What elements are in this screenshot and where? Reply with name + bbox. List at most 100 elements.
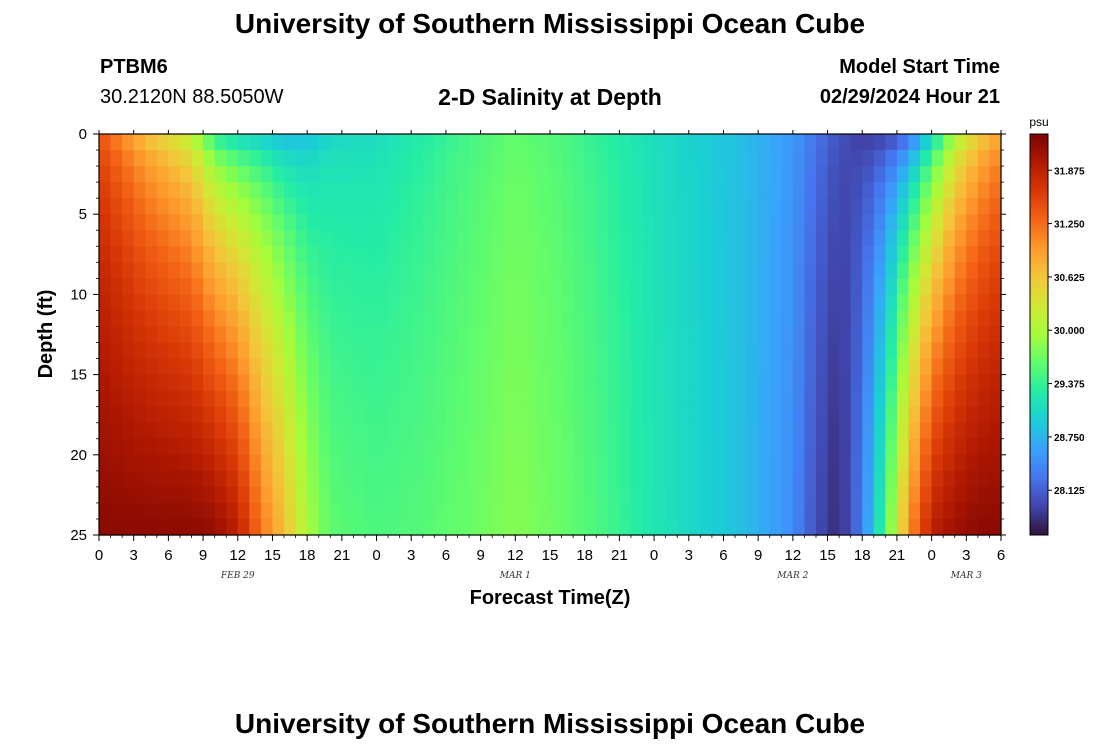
heatmap-cell	[885, 310, 898, 328]
heatmap-cell	[943, 470, 956, 488]
heatmap-cell	[607, 422, 620, 440]
heatmap-cell	[237, 470, 250, 488]
heatmap-cell	[318, 406, 331, 424]
heatmap-cell	[758, 166, 771, 183]
heatmap-cell	[122, 150, 135, 167]
heatmap-cell	[665, 470, 678, 488]
heatmap-cell	[688, 278, 701, 295]
heatmap-cell	[226, 294, 239, 312]
heatmap-cell	[353, 166, 366, 183]
heatmap-cell	[307, 150, 320, 167]
heatmap-cell	[792, 230, 806, 247]
heatmap-cell	[364, 486, 378, 504]
heatmap-cell	[769, 230, 782, 247]
heatmap-cell	[630, 518, 644, 536]
heatmap-cell	[469, 150, 482, 167]
heatmap-cell	[179, 278, 193, 295]
heatmap-cell	[341, 278, 355, 295]
heatmap-cell	[665, 134, 678, 151]
heatmap-cell	[122, 422, 135, 440]
heatmap-cell	[376, 326, 389, 344]
heatmap-cell	[492, 470, 505, 488]
heatmap-cell	[295, 374, 308, 392]
heatmap-cell	[272, 390, 285, 408]
heatmap-cell	[284, 454, 297, 472]
heatmap-cell	[260, 246, 274, 263]
heatmap-cell	[584, 342, 597, 360]
station-coordinates: 30.2120N 88.5050W	[100, 86, 284, 108]
x-date-label: FEB 29	[220, 571, 255, 581]
heatmap-cell	[735, 166, 748, 183]
heatmap-cell	[873, 374, 886, 392]
heatmap-cell	[203, 406, 216, 424]
heatmap-cell	[168, 310, 181, 328]
heatmap-cell	[630, 310, 644, 328]
heatmap-cell	[434, 310, 447, 328]
heatmap-cell	[746, 198, 759, 215]
heatmap-cell	[388, 518, 401, 536]
heatmap-cell	[804, 182, 817, 199]
heatmap-cell	[989, 486, 1002, 504]
heatmap-cell	[758, 518, 771, 536]
heatmap-cell	[411, 294, 424, 312]
heatmap-cell	[503, 198, 516, 215]
heatmap-cell	[226, 134, 239, 151]
heatmap-cell	[908, 390, 921, 408]
heatmap-cell	[191, 134, 204, 151]
heatmap-cell	[295, 182, 308, 199]
heatmap-cell	[584, 326, 597, 344]
heatmap-cell	[769, 246, 782, 263]
heatmap-cell	[330, 294, 343, 312]
heatmap-cell	[769, 150, 782, 167]
heatmap-cell	[422, 438, 435, 456]
heatmap-cell	[469, 358, 482, 376]
heatmap-cell	[445, 310, 459, 328]
heatmap-cell	[469, 502, 482, 520]
heatmap-cell	[977, 326, 991, 344]
heatmap-cell	[422, 294, 435, 312]
heatmap-cell	[422, 230, 435, 247]
heatmap-cell	[515, 342, 528, 360]
heatmap-cell	[596, 422, 609, 440]
model-start-label: Model Start Time	[839, 56, 1000, 78]
heatmap-cell	[700, 278, 713, 295]
heatmap-cell	[954, 390, 967, 408]
heatmap-cell	[538, 358, 551, 376]
heatmap-cell	[260, 214, 274, 231]
colorbar-tick-label: 31.250	[1054, 220, 1085, 231]
heatmap-cell	[457, 454, 470, 472]
heatmap-cell	[723, 486, 736, 504]
heatmap-cell	[145, 214, 158, 231]
heatmap-cell	[677, 198, 690, 215]
heatmap-cell	[654, 166, 667, 183]
heatmap-cell	[110, 342, 123, 360]
heatmap-cell	[850, 262, 863, 279]
heatmap-cell	[191, 406, 204, 424]
heatmap-cell	[792, 182, 806, 199]
heatmap-cell	[630, 358, 644, 376]
heatmap-cell	[920, 358, 933, 376]
heatmap-cell	[920, 374, 933, 392]
heatmap-cell	[503, 342, 516, 360]
heatmap-cell	[168, 438, 181, 456]
heatmap-cell	[515, 198, 528, 215]
heatmap-cell	[561, 374, 574, 392]
heatmap-cell	[226, 454, 239, 472]
heatmap-cell	[399, 422, 412, 440]
heatmap-cell	[550, 518, 563, 536]
heatmap-cell	[168, 422, 181, 440]
heatmap-cell	[885, 278, 898, 295]
heatmap-cell	[295, 326, 308, 344]
heatmap-cell	[908, 374, 921, 392]
heatmap-cell	[179, 326, 193, 344]
heatmap-cell	[503, 438, 516, 456]
heatmap-cell	[804, 502, 817, 520]
heatmap-cell	[573, 486, 586, 504]
heatmap-cell	[214, 150, 227, 167]
heatmap-cell	[931, 294, 944, 312]
heatmap-cell	[249, 518, 262, 536]
heatmap-cell	[584, 278, 597, 295]
heatmap-cell	[284, 470, 297, 488]
heatmap-cell	[862, 486, 875, 504]
heatmap-cell	[619, 182, 632, 199]
